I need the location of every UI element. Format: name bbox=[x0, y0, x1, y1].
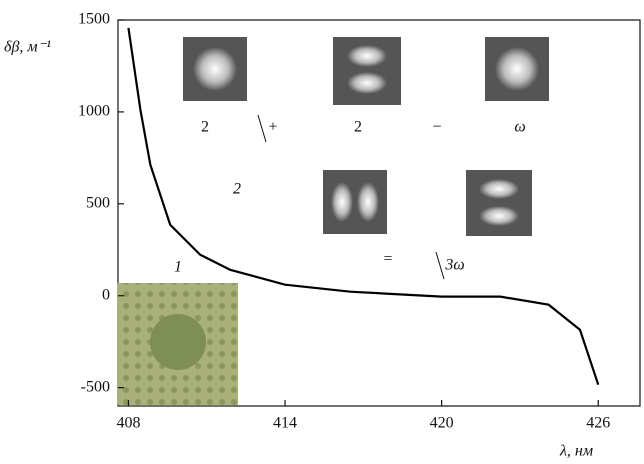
annotation: ω bbox=[514, 119, 525, 136]
y-tick-label: 1500 bbox=[78, 11, 110, 28]
y-tick-label: -500 bbox=[81, 378, 110, 395]
x-axis-label: λ, нм bbox=[559, 443, 593, 460]
annotation: 2 bbox=[201, 119, 209, 136]
x-tick-label: 420 bbox=[430, 415, 454, 432]
y-tick-label: 500 bbox=[86, 194, 110, 211]
y-axis-label: δβ, м⁻¹ bbox=[4, 39, 51, 56]
annotation: + bbox=[268, 119, 277, 136]
annotation: 1 bbox=[174, 259, 182, 276]
insets bbox=[117, 37, 549, 405]
annotation: − bbox=[432, 119, 441, 136]
y-tick-label: 0 bbox=[102, 286, 110, 303]
y-tick-label: 1000 bbox=[78, 103, 110, 120]
x-tick-label: 408 bbox=[116, 415, 140, 432]
annotation: 3ω bbox=[444, 257, 464, 274]
annotation: = bbox=[383, 251, 392, 268]
x-tick-label: 426 bbox=[586, 415, 610, 432]
chart: δβ, м⁻¹ λ, нм 1500 1000 500 0 -500 408 414 420 4… bbox=[0, 0, 644, 464]
annotation: 2 bbox=[354, 119, 362, 136]
annotation: 2 bbox=[233, 181, 241, 198]
x-tick-label: 414 bbox=[273, 415, 297, 432]
